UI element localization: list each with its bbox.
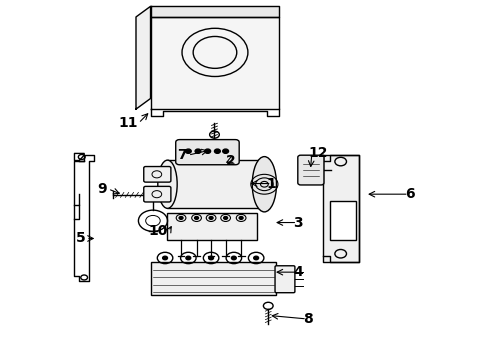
Polygon shape	[150, 17, 279, 109]
Bar	[168, 213, 257, 240]
Circle shape	[195, 149, 201, 153]
Circle shape	[209, 216, 213, 219]
Circle shape	[254, 256, 259, 260]
Circle shape	[195, 216, 198, 219]
FancyBboxPatch shape	[275, 266, 295, 293]
FancyBboxPatch shape	[176, 140, 239, 165]
Bar	[330, 201, 356, 240]
Polygon shape	[150, 6, 279, 17]
FancyBboxPatch shape	[298, 155, 324, 185]
Circle shape	[185, 149, 191, 153]
Circle shape	[239, 216, 243, 219]
Text: 4: 4	[294, 265, 303, 279]
Bar	[150, 261, 276, 295]
Text: 12: 12	[308, 147, 327, 161]
Circle shape	[223, 149, 228, 153]
Circle shape	[231, 256, 236, 260]
Circle shape	[179, 216, 183, 219]
FancyBboxPatch shape	[144, 186, 171, 202]
Polygon shape	[322, 155, 359, 261]
Text: 10: 10	[148, 224, 168, 238]
Bar	[168, 160, 265, 208]
Text: 3: 3	[294, 216, 303, 230]
Circle shape	[186, 256, 191, 260]
Circle shape	[209, 256, 214, 260]
Circle shape	[163, 256, 168, 260]
Polygon shape	[136, 6, 150, 109]
Text: 11: 11	[118, 116, 138, 130]
Circle shape	[223, 216, 227, 219]
Circle shape	[205, 149, 211, 153]
FancyBboxPatch shape	[144, 167, 171, 182]
Circle shape	[215, 149, 220, 153]
Text: 2: 2	[225, 153, 235, 167]
Ellipse shape	[158, 160, 177, 208]
Text: 6: 6	[405, 187, 415, 201]
Ellipse shape	[252, 157, 276, 212]
Text: 8: 8	[303, 312, 313, 326]
Text: 5: 5	[75, 231, 85, 246]
Text: 1: 1	[267, 176, 276, 190]
Text: 9: 9	[98, 182, 107, 196]
Text: 7: 7	[177, 148, 187, 162]
